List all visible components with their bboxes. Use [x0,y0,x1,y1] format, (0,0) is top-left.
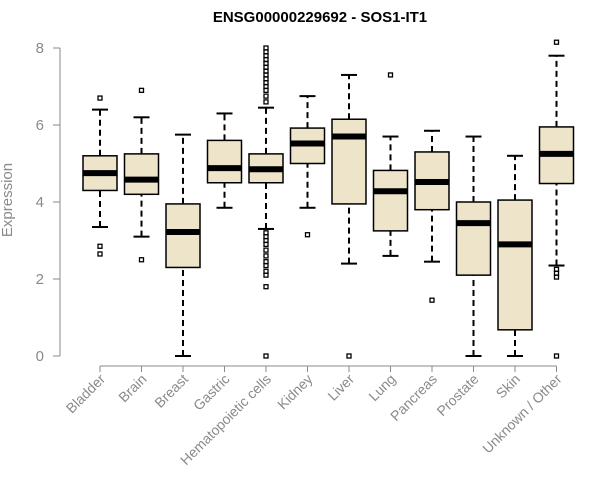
outlier-point [263,353,269,359]
x-tick-label: Kidney [274,371,316,413]
box [455,201,492,276]
x-tick-label: Bladder [63,371,109,417]
box [497,199,533,331]
outlier-point [387,72,394,78]
outlier-point [263,284,269,290]
outlier-point [263,93,269,99]
x-tick-label: Liver [324,371,357,404]
outlier-point [97,243,103,249]
outlier-point [429,297,435,303]
outlier-point [97,251,103,257]
outlier-point [304,232,311,238]
x-tick-label: Breast [151,371,191,411]
x-tick-label: Brain [115,371,149,405]
outlier-point [263,253,269,259]
y-tick-label: 4 [36,194,44,211]
outlier-point [553,39,560,45]
outlier-point [263,247,269,253]
box [331,118,367,205]
outlier-point [346,353,352,359]
outlier-point [263,230,269,236]
x-tick-label: Skin [493,371,524,402]
outlier-point [97,95,103,101]
y-tick-label: 0 [36,348,44,365]
y-tick-label: 2 [36,271,44,288]
y-tick-label: 8 [36,40,44,57]
chart-title: ENSG00000229692 - SOS1-IT1 [213,9,427,26]
box [206,139,243,184]
outlier-point [553,266,560,273]
y-tick-label: 6 [36,117,44,134]
outlier-point [553,353,560,359]
y-axis-label: Expression [0,163,16,237]
box [372,169,409,232]
outlier-point [263,99,269,105]
outlier-point [263,259,269,265]
outlier-point [263,268,269,274]
x-tick-label: Prostate [433,371,481,419]
box [123,153,160,196]
outlier-point [263,45,269,51]
outlier-point [138,257,145,263]
outlier-point [138,87,145,93]
x-tick-label: Lung [365,371,398,404]
x-tick-label: Unknown / Other [479,371,565,457]
box [165,203,201,269]
